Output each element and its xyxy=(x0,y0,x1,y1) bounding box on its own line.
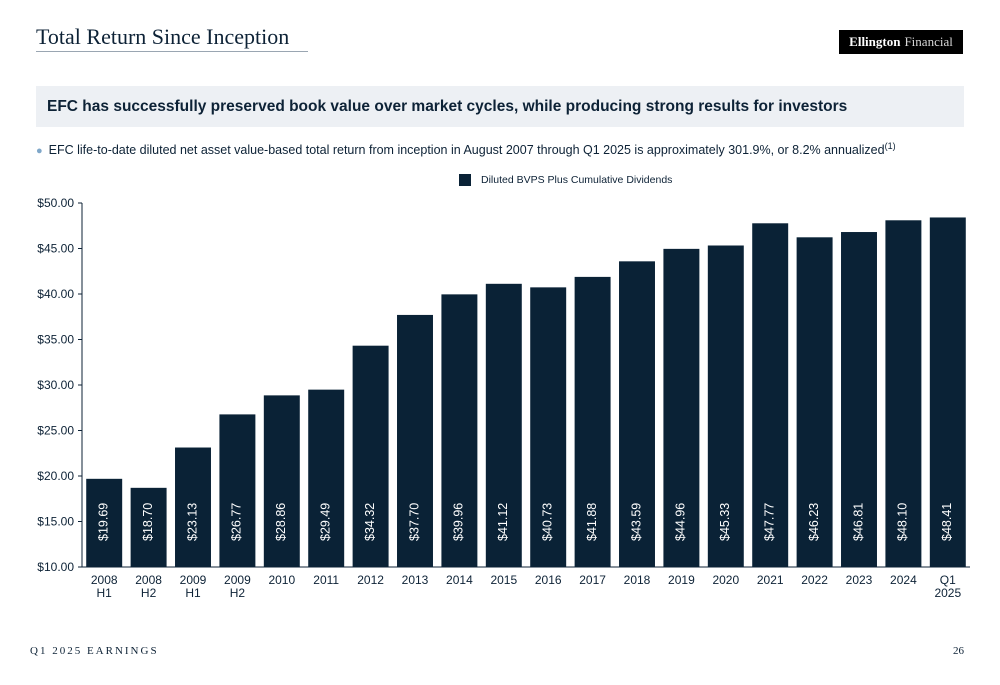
company-logo: Ellington Financial xyxy=(839,30,963,54)
x-tick-label: 2009 xyxy=(180,573,207,587)
bar xyxy=(130,487,167,567)
bar xyxy=(219,414,256,567)
bar xyxy=(485,283,522,567)
x-tick-label: 2016 xyxy=(535,573,562,587)
bullet-dot-icon: ● xyxy=(36,145,43,158)
bar xyxy=(574,276,611,567)
bar-data-label: $43.59 xyxy=(629,503,643,541)
x-tick-label: H2 xyxy=(141,586,157,600)
x-tick-label: 2015 xyxy=(490,573,517,587)
y-tick-label: $10.00 xyxy=(37,560,74,574)
bar-data-label: $48.41 xyxy=(940,503,954,541)
bar xyxy=(707,245,744,567)
y-tick-label: $15.00 xyxy=(37,515,74,529)
bar xyxy=(530,287,567,567)
x-tick-label: 2012 xyxy=(357,573,384,587)
banner-text: EFC has successfully preserved book valu… xyxy=(47,97,848,115)
y-tick-label: $40.00 xyxy=(37,287,74,301)
bar-data-label: $39.96 xyxy=(452,503,466,541)
bar-data-label: $23.13 xyxy=(185,503,199,541)
page-number: 26 xyxy=(953,645,964,657)
x-tick-label: 2018 xyxy=(624,573,651,587)
bar-data-label: $29.49 xyxy=(318,503,332,541)
bar-chart: $10.00 $15.00 $20.00 $25.00 $30.00 $35.00 $40.… xyxy=(37,196,970,600)
bar xyxy=(796,237,833,567)
bar-data-label: $46.81 xyxy=(851,503,865,541)
x-tick-label: 2019 xyxy=(668,573,695,587)
bullet-point: ● EFC life-to-date diluted net asset valu… xyxy=(36,141,896,157)
bar-data-label: $28.86 xyxy=(274,503,288,541)
x-tick-label: H1 xyxy=(97,586,113,600)
x-tick-label: 2020 xyxy=(712,573,739,587)
x-tick-label: 2013 xyxy=(402,573,429,587)
x-tick-label: 2008 xyxy=(91,573,118,587)
bar-data-label: $45.33 xyxy=(718,503,732,541)
x-tick-label: 2014 xyxy=(446,573,473,587)
bar-data-label: $46.23 xyxy=(807,503,821,541)
x-tick-label: 2025 xyxy=(934,586,961,600)
x-tick-label: 2010 xyxy=(268,573,295,587)
bar xyxy=(619,261,655,567)
y-tick-label: $20.00 xyxy=(37,469,74,483)
bar-data-label: $26.77 xyxy=(230,503,244,541)
bar-data-label: $34.32 xyxy=(363,503,377,541)
bar-data-label: $47.77 xyxy=(762,503,776,541)
bar-data-label: $44.96 xyxy=(674,503,688,541)
x-tick-label: 2024 xyxy=(890,573,917,587)
y-tick-label: $35.00 xyxy=(37,333,74,347)
bullet-text: EFC life-to-date diluted net asset value… xyxy=(48,143,885,158)
bar xyxy=(441,294,478,567)
x-tick-label: 2008 xyxy=(135,573,162,587)
bar xyxy=(86,478,123,567)
bar xyxy=(929,217,966,567)
bar xyxy=(263,395,300,567)
bar-data-label: $40.73 xyxy=(540,503,554,541)
y-tick-label: $45.00 xyxy=(37,242,74,256)
bar xyxy=(352,345,389,567)
title-rule xyxy=(36,51,308,52)
x-tick-label: 2017 xyxy=(579,573,606,587)
bar-data-label: $37.70 xyxy=(407,503,421,541)
bar xyxy=(752,223,789,567)
bar xyxy=(175,447,211,567)
x-tick-label: H2 xyxy=(230,586,246,600)
bar-data-label: $18.70 xyxy=(141,503,155,541)
bar-data-label: $41.12 xyxy=(496,503,510,541)
x-tick-label: 2011 xyxy=(313,573,339,587)
bar-data-label: $19.69 xyxy=(96,503,110,541)
bar xyxy=(663,248,700,567)
y-tick-label: $50.00 xyxy=(37,196,74,210)
y-tick-label: $30.00 xyxy=(37,378,74,392)
legend-swatch xyxy=(459,174,471,186)
bar xyxy=(397,314,433,567)
x-tick-label: 2022 xyxy=(801,573,828,587)
x-tick-label: Q1 xyxy=(940,573,956,587)
x-tick-label: 2021 xyxy=(757,573,784,587)
headline-banner: EFC has successfully preserved book valu… xyxy=(36,86,964,127)
page-title: Total Return Since Inception xyxy=(36,24,290,49)
bullet-footnote: (1) xyxy=(884,141,896,151)
chart-legend: Diluted BVPS Plus Cumulative Dividends xyxy=(459,174,672,186)
footer-label: Q1 2025 EARNINGS xyxy=(30,645,159,657)
logo-strong-text: Ellington xyxy=(849,34,901,49)
bar xyxy=(308,389,345,567)
bar-data-label: $48.10 xyxy=(896,503,910,541)
x-tick-label: H1 xyxy=(185,586,201,600)
logo-light-text: Financial xyxy=(904,34,953,49)
bar xyxy=(841,232,877,567)
bar xyxy=(885,220,922,567)
bar-data-label: $41.88 xyxy=(585,503,599,541)
x-tick-label: 2023 xyxy=(846,573,873,587)
legend-label: Diluted BVPS Plus Cumulative Dividends xyxy=(481,174,673,186)
x-tick-label: 2009 xyxy=(224,573,251,587)
y-tick-label: $25.00 xyxy=(37,424,74,438)
